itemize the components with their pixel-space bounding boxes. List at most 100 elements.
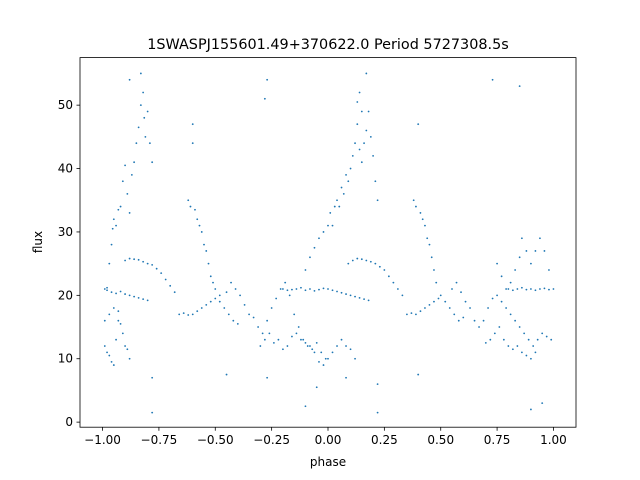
- x-tick-label: 1.00: [540, 433, 567, 447]
- data-point: [412, 199, 415, 202]
- data-point: [117, 319, 120, 322]
- data-point: [295, 332, 298, 335]
- data-point: [121, 332, 124, 335]
- data-point: [189, 205, 192, 208]
- data-point: [218, 294, 221, 297]
- data-point: [369, 260, 372, 263]
- data-point: [511, 289, 514, 292]
- data-point: [227, 313, 230, 316]
- data-point: [358, 296, 361, 299]
- data-point: [124, 345, 126, 347]
- data-point: [207, 262, 210, 265]
- data-point: [191, 142, 194, 145]
- data-point: [187, 199, 190, 202]
- data-point: [261, 332, 264, 335]
- data-point: [457, 319, 460, 322]
- data-point: [448, 307, 451, 309]
- data-point: [437, 297, 440, 300]
- data-point: [509, 313, 512, 316]
- data-point: [106, 286, 108, 289]
- data-point: [534, 289, 537, 292]
- y-axis: 0 10 20 30 40 50: [58, 98, 80, 429]
- data-point: [309, 345, 311, 347]
- data-point: [266, 319, 269, 322]
- data-point: [406, 313, 408, 316]
- data-point: [419, 212, 422, 214]
- data-point: [349, 294, 352, 297]
- data-point: [117, 310, 120, 313]
- data-point: [212, 281, 214, 284]
- data-point: [115, 292, 117, 295]
- data-point: [151, 376, 154, 379]
- data-point: [523, 332, 526, 335]
- data-point: [124, 293, 126, 295]
- data-point: [464, 300, 467, 303]
- data-point: [257, 326, 260, 328]
- data-point: [128, 357, 131, 360]
- data-point: [433, 300, 435, 303]
- data-point: [369, 135, 372, 138]
- data-point: [203, 243, 205, 246]
- data-point: [293, 313, 296, 316]
- data-point: [151, 161, 154, 164]
- data-point: [331, 224, 334, 227]
- data-point: [396, 288, 399, 290]
- data-point: [121, 180, 124, 183]
- data-point: [146, 262, 149, 265]
- data-point: [383, 269, 386, 271]
- data-point: [155, 267, 158, 270]
- data-point: [143, 116, 146, 119]
- data-point: [191, 123, 194, 126]
- data-point: [322, 287, 325, 290]
- data-point: [372, 154, 374, 157]
- data-point: [354, 295, 356, 298]
- data-point: [304, 269, 307, 271]
- y-axis-title: flux: [31, 231, 45, 253]
- data-point: [428, 303, 431, 306]
- data-point: [272, 341, 275, 344]
- data-point: [417, 123, 420, 126]
- data-point: [124, 164, 126, 167]
- data-point: [525, 288, 528, 291]
- data-point: [539, 288, 541, 290]
- data-point: [336, 345, 338, 347]
- data-point: [473, 319, 476, 322]
- data-point: [424, 307, 426, 309]
- data-point: [496, 294, 498, 297]
- data-point: [139, 104, 142, 107]
- data-point: [200, 231, 203, 233]
- scatter-points: [103, 72, 555, 414]
- data-point: [532, 345, 535, 347]
- data-point: [115, 224, 117, 227]
- data-point: [543, 250, 546, 252]
- data-point: [518, 256, 521, 259]
- data-point: [356, 101, 359, 103]
- data-point: [500, 300, 503, 303]
- data-point: [491, 297, 494, 300]
- data-point: [469, 307, 471, 309]
- data-point: [270, 307, 273, 309]
- data-point: [115, 338, 117, 341]
- data-point: [209, 300, 212, 303]
- data-point: [462, 316, 465, 319]
- data-point: [275, 297, 278, 300]
- data-point: [541, 332, 544, 335]
- data-point: [514, 319, 517, 322]
- data-point: [516, 288, 519, 290]
- data-point: [284, 281, 287, 284]
- y-tick-label: 30: [58, 225, 73, 239]
- data-point: [439, 294, 442, 297]
- data-point: [306, 345, 309, 347]
- data-point: [320, 351, 323, 354]
- data-point: [313, 351, 316, 354]
- data-point: [552, 288, 555, 290]
- data-point: [315, 341, 318, 344]
- data-point: [358, 91, 361, 94]
- data-point: [493, 332, 496, 335]
- y-tick-label: 10: [58, 352, 73, 366]
- data-point: [194, 208, 196, 211]
- data-point: [419, 310, 422, 313]
- data-point: [525, 250, 528, 252]
- data-point: [309, 288, 311, 290]
- data-point: [536, 338, 539, 341]
